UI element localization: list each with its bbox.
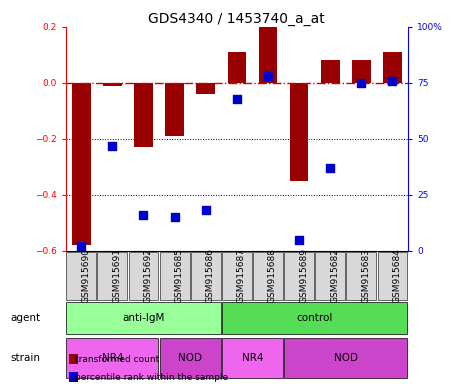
FancyBboxPatch shape [159,252,189,300]
Bar [134,83,153,147]
Text: NOD: NOD [334,353,358,363]
Text: transformed count: transformed count [75,355,159,364]
Point [357,80,365,86]
Text: GSM915686: GSM915686 [206,248,215,303]
Point [171,214,178,220]
Bar [321,60,340,83]
Bar [227,52,246,83]
FancyBboxPatch shape [315,252,345,300]
FancyBboxPatch shape [284,252,314,300]
Point [295,237,303,243]
FancyBboxPatch shape [222,338,283,378]
Text: GSM915691: GSM915691 [113,248,121,303]
FancyBboxPatch shape [222,302,408,334]
Text: NR4: NR4 [242,353,263,363]
Text: GSM915689: GSM915689 [299,248,308,303]
Bar [72,83,91,245]
FancyBboxPatch shape [66,302,220,334]
FancyBboxPatch shape [66,252,96,300]
Bar [258,27,277,83]
Text: percentile rank within the sample: percentile rank within the sample [75,373,228,382]
Point [140,212,147,218]
FancyBboxPatch shape [98,252,127,300]
Title: GDS4340 / 1453740_a_at: GDS4340 / 1453740_a_at [149,12,325,26]
Text: strain: strain [11,353,41,363]
Text: control: control [296,313,333,323]
Text: anti-IgM: anti-IgM [122,313,165,323]
Point [264,73,272,79]
FancyBboxPatch shape [191,252,220,300]
Bar [352,60,371,83]
Bar [383,52,402,83]
Text: GSM915688: GSM915688 [268,248,277,303]
Text: GSM915687: GSM915687 [237,248,246,303]
Bar [290,83,309,181]
Bar [103,83,121,86]
Point [326,165,334,171]
Text: agent: agent [11,313,41,323]
FancyBboxPatch shape [129,252,159,300]
FancyBboxPatch shape [284,338,408,378]
Text: GSM915682: GSM915682 [330,248,339,303]
Bar [165,83,184,136]
Point [202,207,210,214]
FancyBboxPatch shape [378,252,408,300]
Text: GSM915685: GSM915685 [174,248,183,303]
Text: GSM915684: GSM915684 [393,248,401,303]
Point [389,78,396,84]
FancyBboxPatch shape [66,338,159,378]
Point [109,142,116,149]
Point [233,96,241,102]
Text: GSM915690: GSM915690 [81,248,90,303]
Text: GSM915683: GSM915683 [361,248,371,303]
Bar [197,83,215,94]
Point [77,243,85,249]
FancyBboxPatch shape [222,252,252,300]
Text: GSM915692: GSM915692 [144,248,152,303]
FancyBboxPatch shape [347,252,376,300]
FancyBboxPatch shape [159,338,220,378]
FancyBboxPatch shape [253,252,283,300]
Text: NOD: NOD [178,353,202,363]
Text: NR4: NR4 [102,353,123,363]
